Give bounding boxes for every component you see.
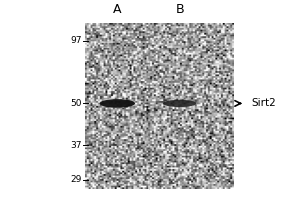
- Ellipse shape: [163, 100, 196, 107]
- Ellipse shape: [103, 47, 132, 50]
- Ellipse shape: [103, 45, 132, 47]
- Ellipse shape: [103, 40, 132, 43]
- Text: 97: 97: [70, 36, 82, 45]
- Ellipse shape: [103, 38, 132, 40]
- Text: B: B: [176, 3, 184, 16]
- Ellipse shape: [100, 99, 135, 108]
- Text: 50: 50: [70, 99, 82, 108]
- Ellipse shape: [168, 42, 191, 51]
- Text: A: A: [113, 3, 122, 16]
- Ellipse shape: [103, 52, 132, 55]
- Ellipse shape: [103, 43, 132, 45]
- Text: Sirt2: Sirt2: [251, 98, 276, 108]
- Ellipse shape: [103, 50, 132, 52]
- Text: 37: 37: [70, 141, 82, 150]
- Ellipse shape: [103, 55, 132, 57]
- Text: 29: 29: [70, 175, 82, 184]
